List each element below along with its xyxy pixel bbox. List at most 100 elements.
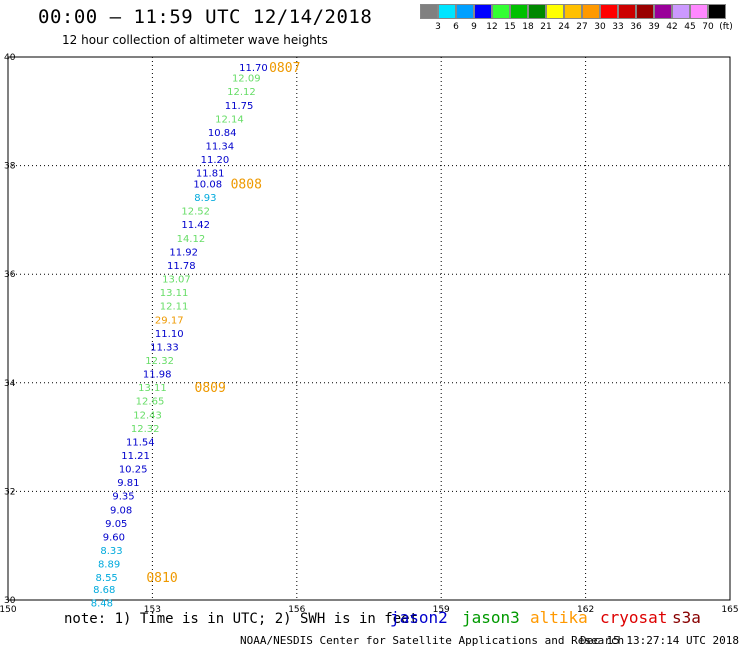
wave-height-value: 9.08 xyxy=(110,505,132,516)
time-label: 0807 xyxy=(269,61,300,76)
wave-height-value: 11.92 xyxy=(169,247,198,258)
scale-swatch xyxy=(528,4,546,19)
timestamp-text: Dec 15 13:27:14 UTC 2018 xyxy=(580,634,739,647)
scale-swatch xyxy=(438,4,456,19)
wave-height-value: 8.48 xyxy=(91,599,113,610)
footnote: note: 1) Time is in UTC; 2) SWH is in fe… xyxy=(64,611,419,627)
wave-height-value: 8.55 xyxy=(96,573,118,584)
y-tick-label: 40 xyxy=(4,53,16,63)
wave-height-value: 9.81 xyxy=(117,478,139,489)
wave-height-value: 11.21 xyxy=(121,451,150,462)
wave-height-value: 10.25 xyxy=(119,465,148,476)
time-label: 0808 xyxy=(231,178,262,193)
scale-swatch xyxy=(582,4,600,19)
x-tick-label: 162 xyxy=(577,605,594,615)
scale-label: 9 xyxy=(471,22,477,32)
y-tick-label: 32 xyxy=(4,487,15,497)
wave-height-value: 12.12 xyxy=(227,87,256,98)
legend-entry: jason2 xyxy=(390,608,448,627)
wave-height-value: 12.14 xyxy=(215,114,244,125)
wave-height-value: 11.54 xyxy=(126,437,155,448)
legend-entry: jason3 xyxy=(462,608,520,627)
chart-title: 00:00 – 11:59 UTC 12/14/2018 xyxy=(38,6,373,28)
wave-height-value: 8.89 xyxy=(98,560,120,571)
scale-label: 15 xyxy=(504,22,516,32)
scale-label: 12 xyxy=(486,22,498,32)
y-tick-label: 34 xyxy=(4,379,16,389)
wave-height-value: 11.81 xyxy=(196,169,225,180)
chart-subtitle: 12 hour collection of altimeter wave hei… xyxy=(62,33,328,47)
wave-height-value: 11.10 xyxy=(155,329,184,340)
scale-swatch xyxy=(654,4,672,19)
time-label: 0809 xyxy=(195,381,226,396)
scale-label: 3 xyxy=(435,22,441,32)
wave-height-value: 9.05 xyxy=(105,519,127,530)
wave-height-value: 11.98 xyxy=(143,370,172,381)
credit-text: NOAA/NESDIS Center for Satellite Applica… xyxy=(240,634,625,647)
x-tick-label: 159 xyxy=(433,605,450,615)
scale-label: 36 xyxy=(630,22,642,32)
wave-height-value: 11.70 xyxy=(239,63,268,74)
wave-height-value: 11.75 xyxy=(225,101,254,112)
wave-height-value: 8.68 xyxy=(93,585,115,596)
y-tick-label: 30 xyxy=(4,596,16,606)
scale-swatch xyxy=(708,4,726,19)
scale-label: 33 xyxy=(612,22,624,32)
x-tick-label: 150 xyxy=(0,605,17,615)
scale-label: 45 xyxy=(684,22,696,32)
wave-height-value: 13.07 xyxy=(162,275,191,286)
wave-height-value: 11.78 xyxy=(167,261,196,272)
wave-height-value: 13.11 xyxy=(138,383,167,394)
wave-height-value: 8.33 xyxy=(100,546,122,557)
scale-label: 21 xyxy=(540,22,552,32)
scale-label: 70 xyxy=(702,22,714,32)
scale-swatch xyxy=(672,4,690,19)
wave-height-value: 29.17 xyxy=(155,315,184,326)
scale-swatch xyxy=(420,4,438,19)
wave-height-value: 13.11 xyxy=(160,288,189,299)
time-label: 0810 xyxy=(146,571,177,586)
scale-swatch xyxy=(474,4,492,19)
scale-label: 30 xyxy=(594,22,606,32)
scale-swatch xyxy=(600,4,618,19)
scale-swatch xyxy=(564,4,582,19)
wave-height-value: 12.11 xyxy=(160,302,189,313)
x-tick-label: 156 xyxy=(288,605,305,615)
wave-height-value: 9.60 xyxy=(103,532,125,543)
scale-swatch xyxy=(456,4,474,19)
wave-height-value: 11.42 xyxy=(181,220,210,231)
wave-height-value: 12.32 xyxy=(145,356,174,367)
wave-height-value: 12.65 xyxy=(136,397,165,408)
y-tick-label: 38 xyxy=(4,162,16,172)
scale-swatch xyxy=(636,4,654,19)
wave-height-value: 12.09 xyxy=(232,74,261,85)
scale-label: (ft) xyxy=(719,22,733,32)
wave-height-value: 14.12 xyxy=(177,234,206,245)
wave-height-value: 10.08 xyxy=(193,180,222,191)
scale-swatch xyxy=(510,4,528,19)
scale-label: 42 xyxy=(666,22,678,32)
wave-height-value: 9.35 xyxy=(112,492,134,503)
legend-entry: cryosat xyxy=(600,608,668,627)
scale-label: 27 xyxy=(576,22,588,32)
scale-swatch xyxy=(492,4,510,19)
plot-frame xyxy=(7,56,731,601)
wave-height-value: 11.20 xyxy=(201,155,230,166)
scale-label: 39 xyxy=(648,22,660,32)
wave-height-value: 11.33 xyxy=(150,342,179,353)
wave-height-value: 12.52 xyxy=(181,207,210,218)
wave-height-value: 8.93 xyxy=(194,193,216,204)
y-tick-label: 36 xyxy=(4,270,16,280)
wave-height-value: 10.84 xyxy=(208,128,237,139)
scale-label: 6 xyxy=(453,22,459,32)
x-tick-label: 165 xyxy=(721,605,738,615)
legend-entry: altika xyxy=(530,608,588,627)
wave-height-value: 12.43 xyxy=(133,410,162,421)
scale-label: 24 xyxy=(558,22,570,32)
x-tick-label: 153 xyxy=(144,605,161,615)
scale-swatch xyxy=(690,4,708,19)
wave-height-value: 12.32 xyxy=(131,424,160,435)
legend-entry: s3a xyxy=(672,608,701,627)
scale-swatch xyxy=(546,4,564,19)
